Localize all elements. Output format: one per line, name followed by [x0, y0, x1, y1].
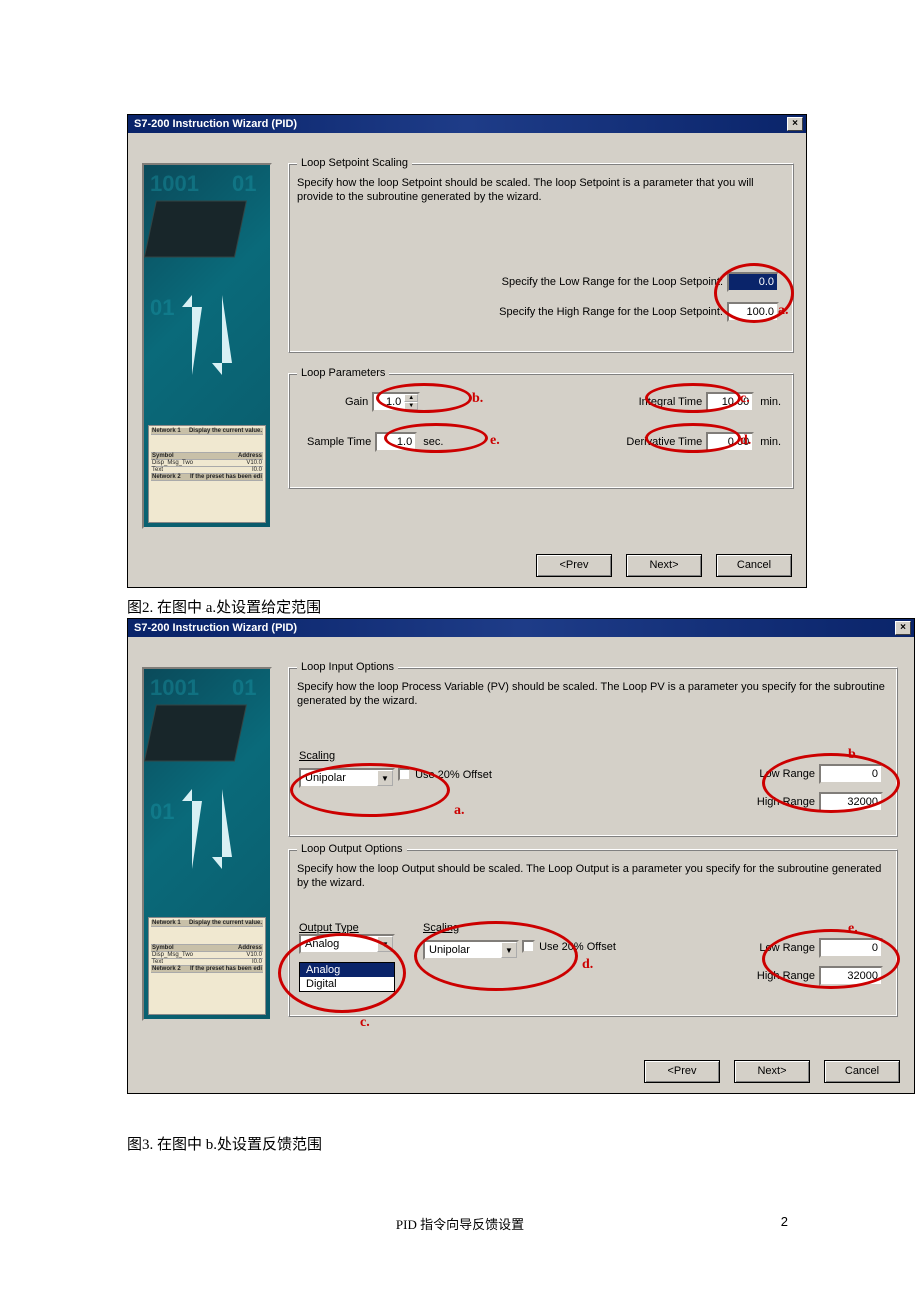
chevron-down-icon[interactable]: ▼	[501, 942, 517, 958]
scaling-label: Scaling	[299, 750, 492, 762]
annotation-c: c.	[360, 1015, 370, 1031]
title-text: S7-200 Instruction Wizard (PID)	[134, 118, 297, 130]
integral-unit: min.	[760, 396, 781, 408]
page-number: 2	[781, 1214, 788, 1229]
wizard-side-graphic: 1001 01 01 Network 1Display the current …	[142, 667, 272, 1021]
figure-3-caption: 图3. 在图中 b.处设置反馈范围	[127, 1133, 322, 1154]
input-low-label: Low Range	[759, 768, 815, 780]
setpoint-legend: Loop Setpoint Scaling	[297, 157, 412, 169]
spin-up-icon[interactable]: ▲	[404, 394, 418, 402]
setpoint-fieldset: Loop Setpoint Scaling Specify how the lo…	[288, 163, 794, 353]
low-range-input[interactable]	[727, 272, 779, 292]
titlebar: S7-200 Instruction Wizard (PID) ×	[128, 619, 914, 637]
scaling-combo[interactable]: Unipolar ▼	[299, 768, 395, 788]
next-button[interactable]: Next>	[734, 1060, 810, 1083]
dropdown-option-analog[interactable]: Analog	[300, 963, 394, 977]
annotation-a: a.	[454, 803, 465, 819]
cancel-button[interactable]: Cancel	[824, 1060, 900, 1083]
spin-down-icon[interactable]: ▼	[404, 402, 418, 410]
figure-2-caption: 图2. 在图中 a.处设置给定范围	[127, 596, 321, 617]
sample-label: Sample Time	[307, 436, 371, 448]
title-text: S7-200 Instruction Wizard (PID)	[134, 622, 297, 634]
setpoint-desc: Specify how the loop Setpoint should be …	[297, 176, 785, 205]
low-range-label: Specify the Low Range for the Loop Setpo…	[502, 276, 723, 288]
output-fieldset: Loop Output Options Specify how the loop…	[288, 849, 898, 1017]
button-bar: <Prev Next> Cancel	[536, 554, 792, 577]
cancel-button[interactable]: Cancel	[716, 554, 792, 577]
sample-input[interactable]	[375, 432, 417, 452]
params-legend: Loop Parameters	[297, 367, 389, 379]
annotation-b: b.	[472, 391, 483, 407]
gain-spinner[interactable]: 1.0 ▲▼	[372, 392, 420, 412]
close-icon[interactable]: ×	[895, 621, 911, 635]
annotation-e: e.	[848, 921, 858, 937]
next-button[interactable]: Next>	[626, 554, 702, 577]
wizard-side-graphic: 1001 01 01 Network 1Display the current …	[142, 163, 272, 529]
chevron-down-icon[interactable]: ▼	[377, 770, 393, 786]
annotation-e: e.	[490, 433, 500, 449]
output-type-combo[interactable]: Analog ▼	[299, 934, 395, 954]
input-desc: Specify how the loop Process Variable (P…	[297, 680, 889, 709]
wizard-window-1: S7-200 Instruction Wizard (PID) × 1001 0…	[127, 114, 807, 588]
input-fieldset: Loop Input Options Specify how the loop …	[288, 667, 898, 837]
input-high-label: High Range	[757, 796, 815, 808]
output-high-input[interactable]	[819, 966, 883, 986]
output-low-label: Low Range	[759, 942, 815, 954]
annotation-d: d.	[582, 957, 593, 973]
annotation-a: a.	[778, 303, 789, 319]
annotation-d: d.	[740, 433, 751, 449]
prev-button[interactable]: <Prev	[536, 554, 612, 577]
chevron-down-icon[interactable]: ▼	[377, 936, 393, 952]
output-offset-checkbox[interactable]: Use 20% Offset	[522, 940, 616, 953]
wizard-window-2: S7-200 Instruction Wizard (PID) × 1001 0…	[127, 618, 915, 1094]
output-desc: Specify how the loop Output should be sc…	[297, 862, 889, 891]
params-fieldset: Loop Parameters Gain 1.0 ▲▼ Integral Tim…	[288, 373, 794, 489]
deriv-unit: min.	[760, 436, 781, 448]
input-high-input[interactable]	[819, 792, 883, 812]
annotation-b: b.	[848, 747, 859, 763]
high-range-label: Specify the High Range for the Loop Setp…	[499, 306, 723, 318]
input-legend: Loop Input Options	[297, 661, 398, 673]
output-low-input[interactable]	[819, 938, 883, 958]
gain-label: Gain	[345, 396, 368, 408]
dropdown-option-digital[interactable]: Digital	[300, 977, 394, 991]
close-icon[interactable]: ×	[787, 117, 803, 131]
output-type-dropdown[interactable]: Analog Digital	[299, 962, 395, 992]
input-low-input[interactable]	[819, 764, 883, 784]
offset-checkbox[interactable]: Use 20% Offset	[398, 768, 492, 781]
high-range-input[interactable]	[727, 302, 779, 322]
output-scaling-combo[interactable]: Unipolar ▼	[423, 940, 519, 960]
output-scaling-label: Scaling	[423, 922, 616, 934]
prev-button[interactable]: <Prev	[644, 1060, 720, 1083]
deriv-label: Derivative Time	[626, 436, 702, 448]
titlebar: S7-200 Instruction Wizard (PID) ×	[128, 115, 806, 133]
sample-unit: sec.	[423, 436, 443, 448]
output-type-label: Output Type	[299, 922, 395, 934]
output-high-label: High Range	[757, 970, 815, 982]
annotation-c: c.	[740, 391, 750, 407]
output-legend: Loop Output Options	[297, 843, 407, 855]
button-bar: <Prev Next> Cancel	[644, 1060, 900, 1083]
integral-label: Integral Time	[639, 396, 703, 408]
